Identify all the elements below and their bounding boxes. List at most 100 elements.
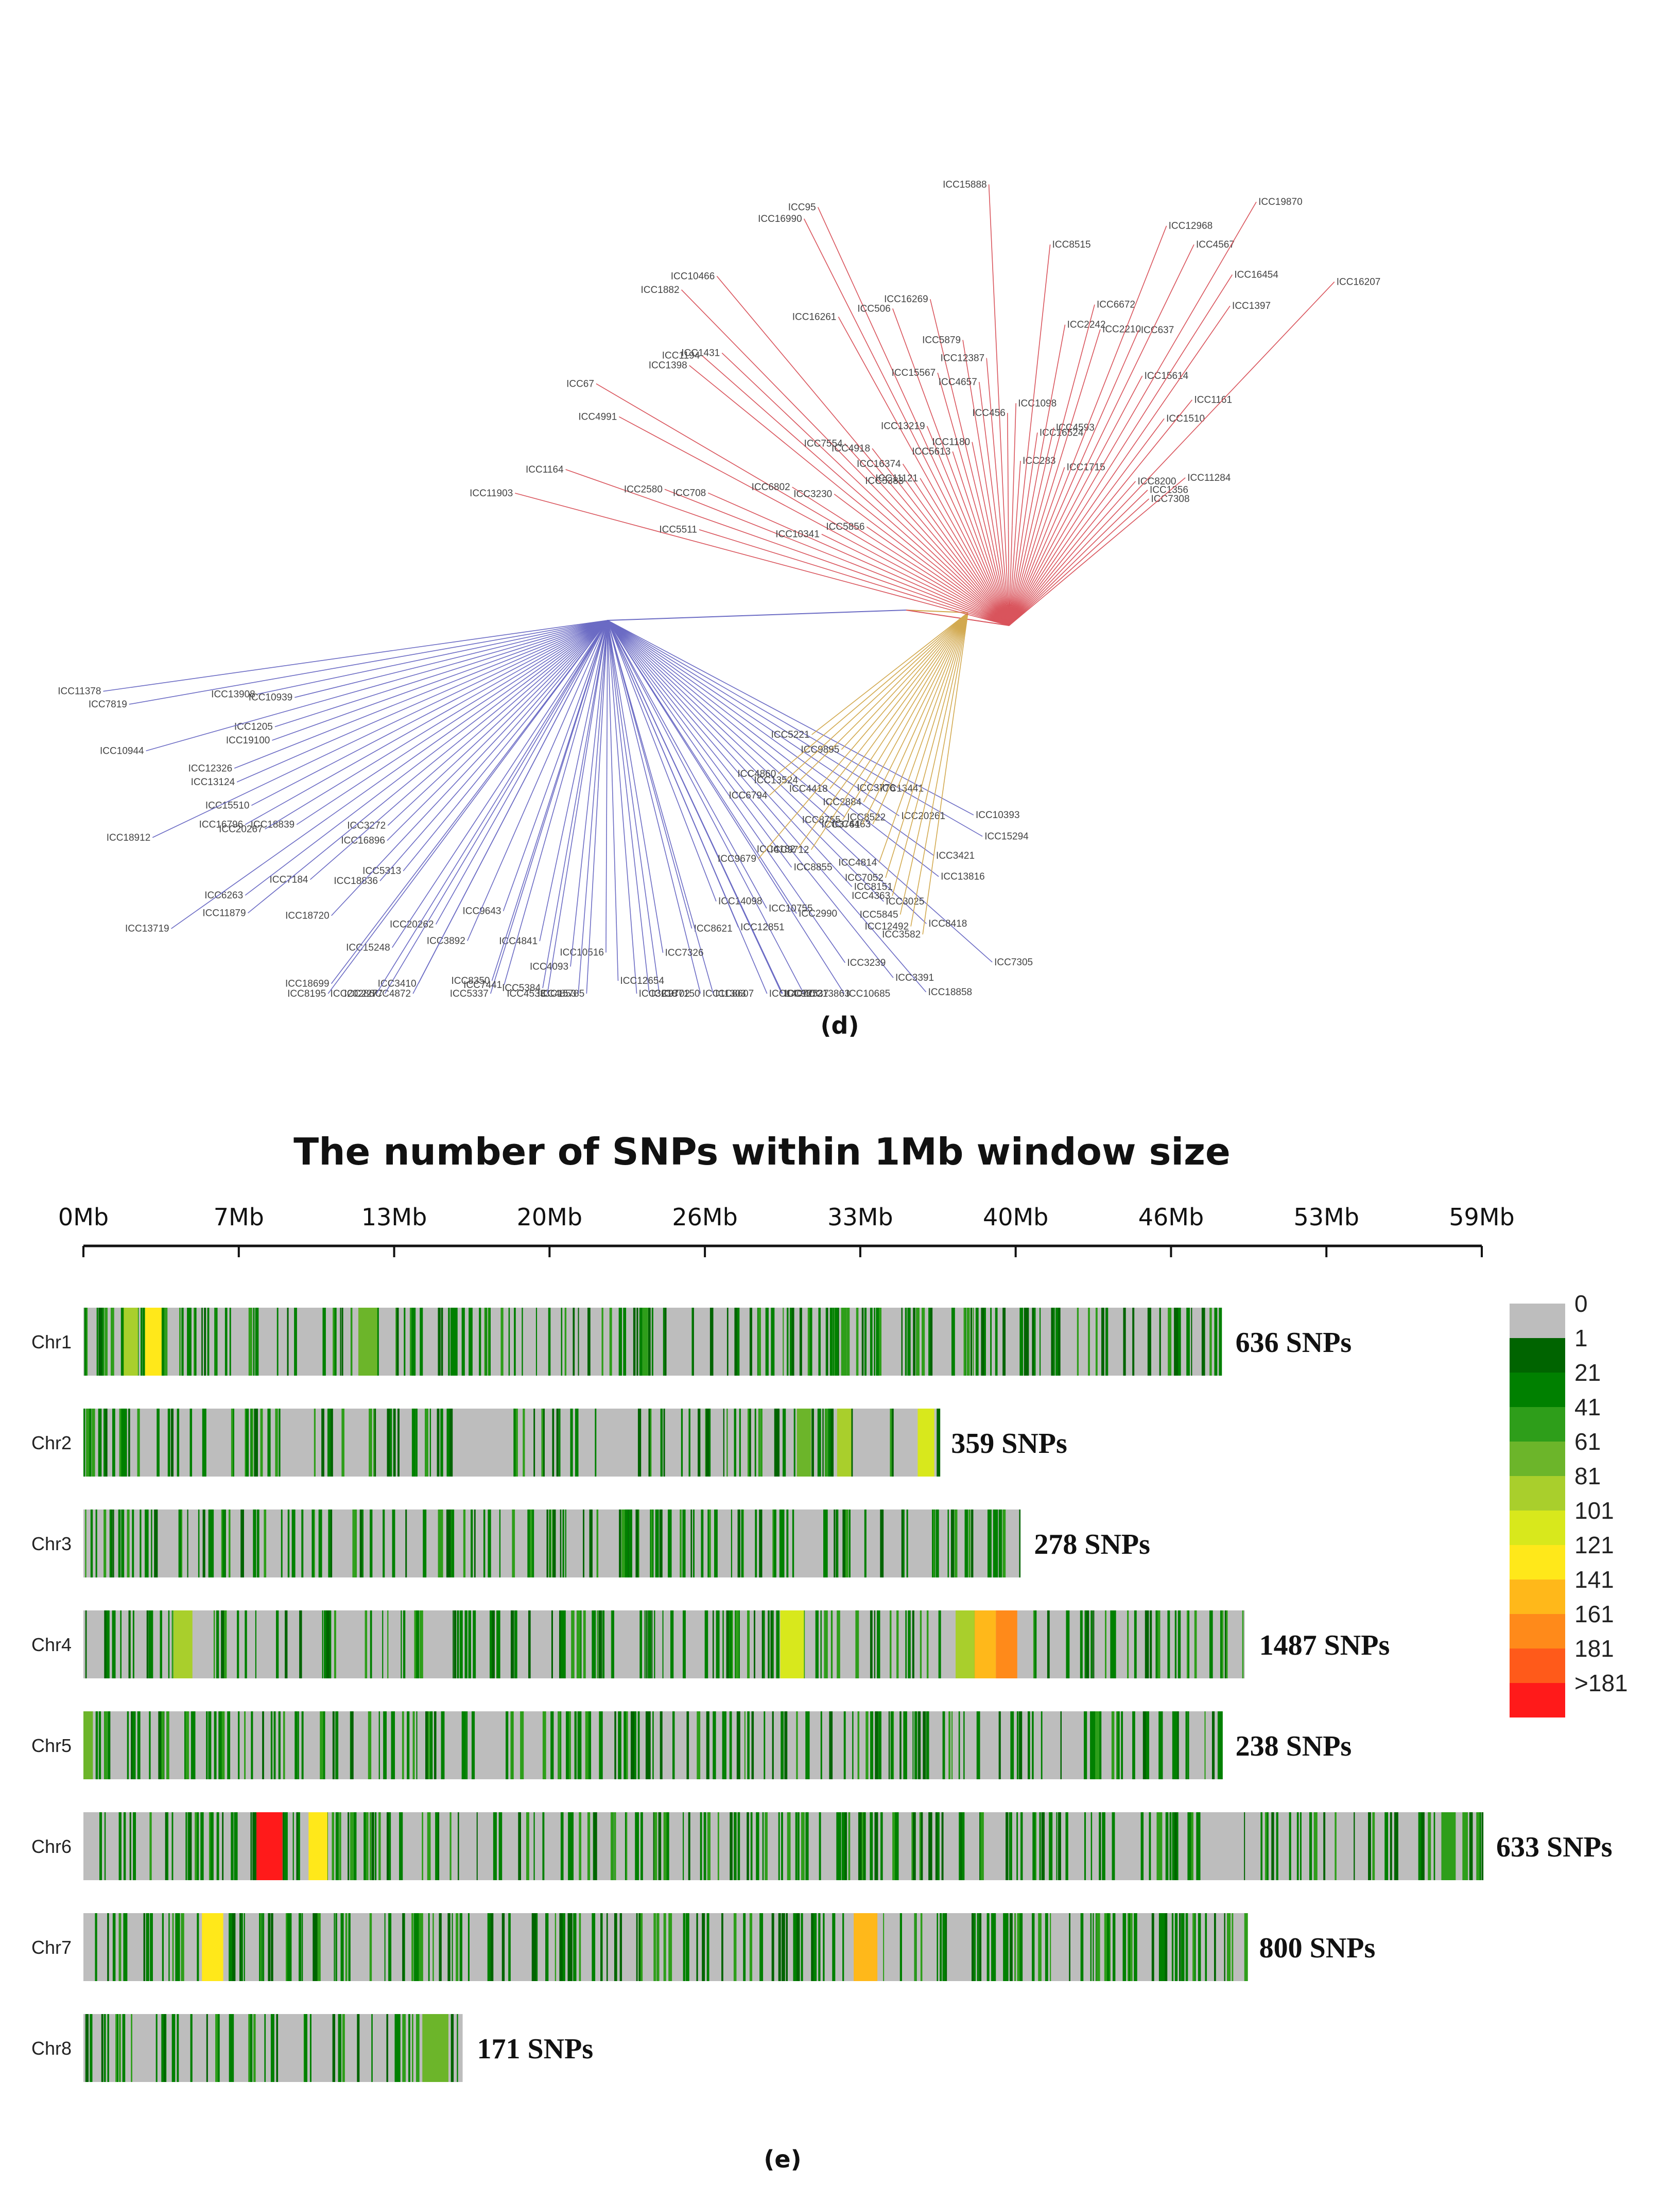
legend-label: 0 [1574, 1290, 1588, 1317]
snp-window [966, 1308, 970, 1376]
snp-window [682, 1510, 686, 1577]
snp-window [211, 1510, 214, 1577]
snp-window [299, 1913, 302, 1981]
snp-window [185, 1711, 189, 1779]
tree-branch [654, 788, 714, 994]
snp-window [1219, 1711, 1222, 1779]
tree-branch [1009, 536, 1030, 626]
snp-window [142, 1308, 145, 1376]
snp-window [611, 1610, 614, 1678]
x-tick-label: 53Mb [1294, 1203, 1359, 1231]
snp-window [1209, 1308, 1212, 1376]
snp-window [115, 2014, 119, 2082]
snp-window [309, 2014, 311, 2082]
tree-branch [331, 784, 484, 984]
snp-window [96, 1711, 98, 1779]
snp-window [262, 1711, 264, 1779]
snp-window [288, 1913, 292, 1981]
tree-tip-label: ICC15248 [346, 943, 390, 953]
tree-tip-label: ICC1194 [662, 350, 700, 361]
tree-branch [910, 754, 943, 927]
tree-branch [685, 788, 783, 994]
snp-window [267, 1409, 271, 1477]
snp-window [1091, 1610, 1093, 1678]
snp-window [974, 1913, 976, 1981]
snp-window [179, 1308, 181, 1376]
snp-window [412, 1711, 415, 1779]
snp-window [1077, 1308, 1079, 1376]
snp-window [912, 1812, 916, 1880]
tree-branch [418, 784, 523, 984]
snp-window [842, 1913, 844, 1981]
snp-window [644, 1610, 646, 1678]
snp-window [252, 1812, 255, 1880]
snp-window [876, 1610, 880, 1678]
snp-window [251, 1711, 253, 1779]
snp-window [807, 1711, 810, 1779]
tree-branch [769, 695, 879, 796]
snp-window [181, 1913, 184, 1981]
snp-window [1024, 1308, 1026, 1376]
snp-window [735, 1610, 739, 1678]
tree-tip-label: ICC5879 [922, 335, 961, 345]
snp-window [817, 1409, 821, 1477]
snp-window [140, 1510, 142, 1577]
snp-window [1090, 1913, 1092, 1981]
snp-window [708, 1409, 711, 1477]
snp-window [373, 1409, 375, 1477]
snp-window [1465, 1812, 1468, 1880]
snp-window [1127, 1610, 1129, 1678]
snp-window [948, 1711, 951, 1779]
snp-window [1476, 1812, 1479, 1880]
snp-window [449, 1812, 452, 1880]
snp-window [920, 1913, 923, 1981]
snp-window [576, 1409, 578, 1477]
tree-branch [447, 620, 608, 704]
snp-window [254, 1812, 257, 1880]
snp-window [231, 1812, 234, 1880]
snp-window [423, 1510, 427, 1577]
snp-window [454, 1308, 458, 1376]
snp-window [98, 1711, 101, 1779]
tree-tip-label: ICC1510 [1166, 413, 1205, 424]
snp-window [938, 1610, 941, 1678]
snp-window [963, 1711, 965, 1779]
snp-window [452, 1913, 453, 1981]
tree-branch [331, 753, 484, 916]
snp-window [104, 1812, 106, 1880]
tree-branch [986, 358, 1000, 506]
snp-window [697, 1711, 701, 1779]
tree-tip-label: ICC12537 [785, 988, 829, 999]
tree-branch [1120, 201, 1257, 436]
snp-window [447, 1913, 451, 1981]
tree-branch [620, 788, 637, 994]
snp-window [96, 1308, 98, 1376]
tree-branch [505, 620, 608, 738]
snp-window [115, 2014, 117, 2082]
snp-window [474, 1510, 476, 1577]
snp-window [202, 1510, 205, 1577]
snp-window [870, 1610, 873, 1678]
tree-branch [632, 770, 664, 953]
snp-window [132, 1711, 134, 1779]
snp-window [1057, 1308, 1061, 1376]
tree-tip-label: ICC8195 [287, 988, 326, 999]
tree-branch [972, 535, 1010, 626]
snp-window [559, 1409, 561, 1477]
tree-tip-label: ICC5383 [865, 476, 904, 487]
tree-branch [721, 352, 880, 504]
snp-window [1098, 1711, 1102, 1779]
snp-window [811, 1409, 814, 1477]
snp-window [635, 1510, 639, 1577]
snp-window [642, 1308, 646, 1376]
snp-window [714, 1510, 718, 1577]
snp-window [636, 1812, 639, 1880]
snp-window [177, 1409, 180, 1477]
snp-window [409, 1308, 411, 1376]
snp-window [917, 1711, 921, 1779]
snp-window [1041, 1711, 1043, 1779]
tree-tip-label: ICC3218 [639, 988, 678, 999]
tree-branch [947, 545, 1010, 626]
snp-window [593, 1812, 597, 1880]
snp-window [783, 1409, 786, 1477]
